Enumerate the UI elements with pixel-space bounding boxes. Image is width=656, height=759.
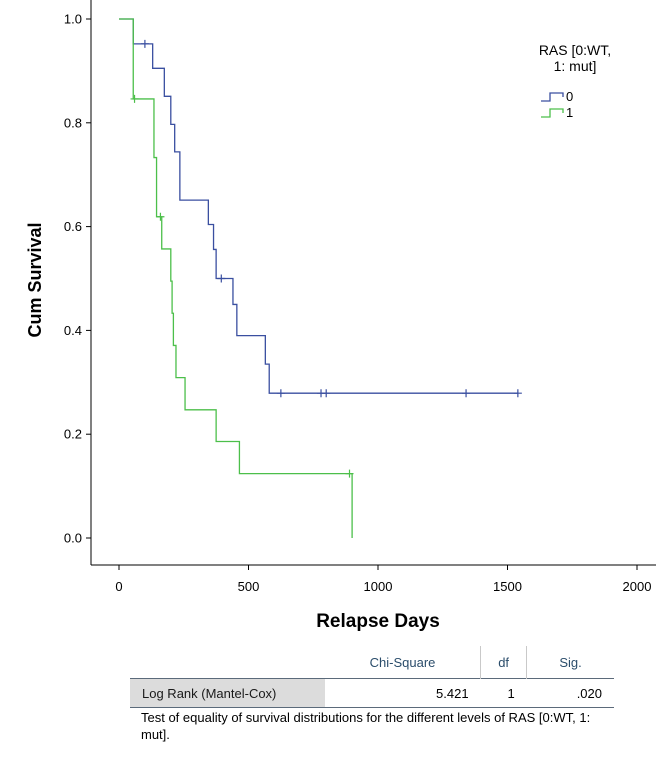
plot-frame [90, 0, 656, 566]
censor-mark-0 [513, 389, 522, 398]
row-label: Log Rank (Mantel-Cox) [130, 678, 325, 708]
censor-mark-0 [322, 389, 331, 398]
y-tick-label: 0.4 [64, 323, 82, 338]
x-axis-title: Relapse Days [316, 611, 440, 632]
y-tick-label: 0.2 [64, 427, 82, 442]
sig-value: .020 [576, 685, 602, 701]
y-axis: 0.0 0.2 0.4 0.6 0.8 1.0 [64, 12, 91, 546]
x-tick-label: 500 [238, 579, 260, 594]
censor-mark-1 [156, 212, 165, 221]
table-row: Log Rank (Mantel-Cox) 5.421 1 .020 [130, 678, 614, 708]
censor-mark-0 [462, 389, 471, 398]
x-tick-label: 1500 [493, 579, 522, 594]
censor-mark-1 [130, 94, 139, 103]
series-0 [119, 18, 522, 398]
censor-mark-0 [217, 274, 226, 283]
survival-chart: 0.0 0.2 0.4 0.6 0.8 1.0 0 500 1000 1500 2000 RAS … [25, 0, 656, 632]
legend-title: 1: mut] [554, 58, 597, 74]
y-tick-label: 0.8 [64, 115, 82, 130]
y-axis-title: Cum Survival [25, 222, 45, 337]
header-df: df [480, 646, 528, 679]
legend: RAS [0:WT,1: mut] 01 [539, 42, 611, 120]
log-rank-table: Chi-Square df Sig. Log Rank (Mantel-Cox)… [130, 646, 614, 708]
survival-line-0 [119, 18, 518, 394]
censor-mark-0 [140, 39, 149, 48]
y-tick-label: 1.0 [64, 12, 82, 27]
survival-line-1 [119, 18, 353, 538]
censor-mark-0 [276, 389, 285, 398]
df-value: 1 [507, 685, 515, 701]
legend-swatch-1 [541, 108, 564, 118]
series-layer [119, 18, 522, 538]
table-footnote: Test of equality of survival distributio… [141, 710, 591, 742]
header-chi-square: Chi-Square [325, 646, 482, 679]
y-tick-label: 0.6 [64, 219, 82, 234]
legend-label-0: 0 [566, 89, 573, 104]
chi-square-value: 5.421 [436, 685, 469, 701]
y-tick-label: 0.0 [64, 531, 82, 546]
header-sig: Sig. [559, 654, 582, 670]
censor-mark-1 [345, 469, 354, 478]
x-tick-label: 2000 [623, 579, 652, 594]
x-axis: 0 500 1000 1500 2000 [115, 565, 651, 594]
legend-title: RAS [0:WT, [539, 42, 611, 58]
legend-label-1: 1 [566, 105, 573, 120]
legend-swatch-0 [541, 92, 564, 102]
series-1 [119, 18, 354, 538]
x-tick-label: 1000 [364, 579, 393, 594]
x-tick-label: 0 [115, 579, 122, 594]
